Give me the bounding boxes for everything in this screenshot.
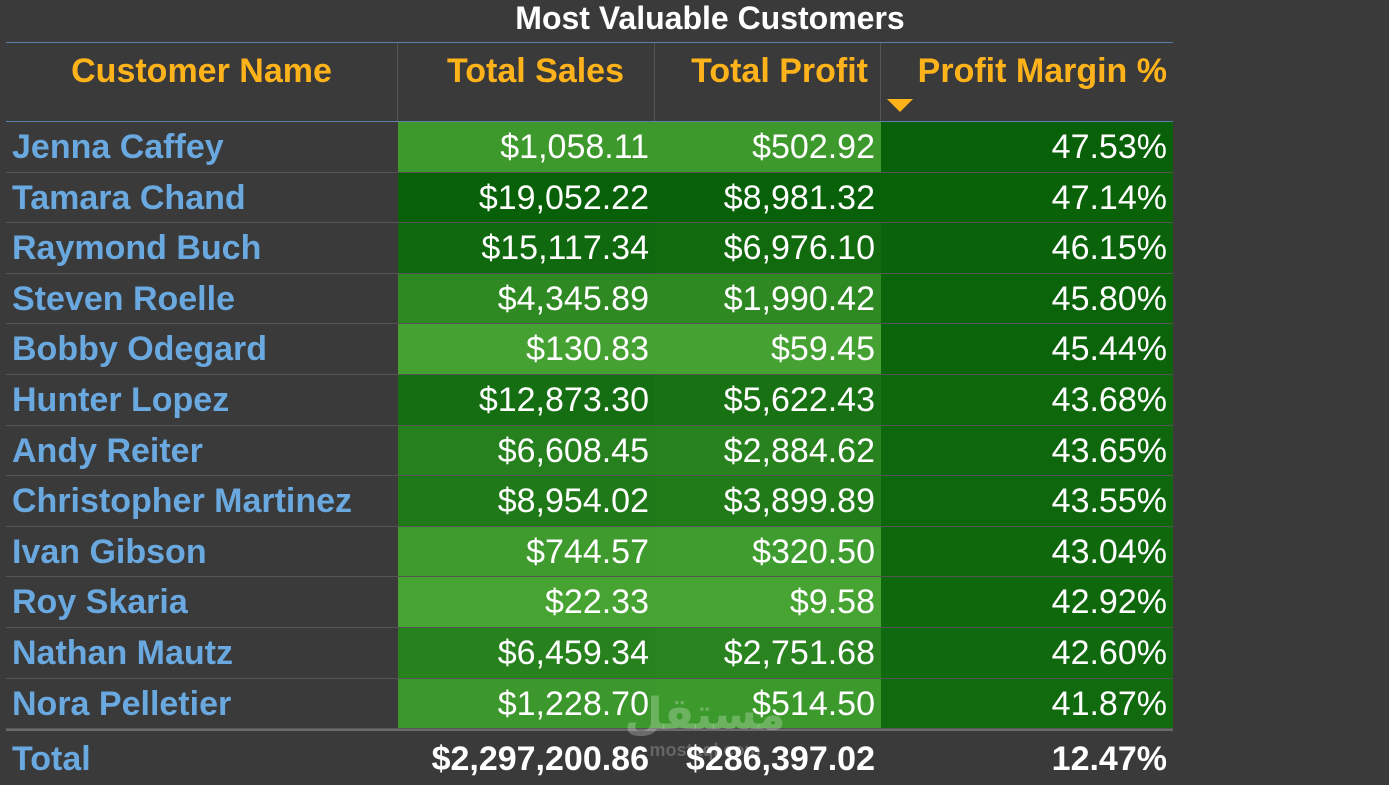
- profit-margin-cell: 46.15%: [881, 223, 1173, 273]
- total-profit-cell: $8,981.32: [655, 172, 881, 223]
- column-header-profit-margin[interactable]: Profit Margin %: [881, 43, 1173, 121]
- column-header-total-profit[interactable]: Total Profit: [655, 43, 881, 121]
- table-header: Customer Name Total Sales Total Profit P…: [6, 42, 1173, 122]
- table-row[interactable]: Andy Reiter $6,608.45 $2,884.62 43.65%: [6, 425, 1173, 477]
- table-row[interactable]: Nathan Mautz $6,459.34 $2,751.68 42.60%: [6, 627, 1173, 679]
- table-body: Jenna Caffey $1,058.11 $502.92 47.53% Tamara…: [6, 122, 1173, 730]
- customers-table: Customer Name Total Sales Total Profit P…: [6, 42, 1173, 785]
- customer-name-cell: Roy Skaria: [12, 583, 188, 622]
- customer-name-cell: Hunter Lopez: [12, 380, 230, 419]
- column-header-total-sales[interactable]: Total Sales: [398, 43, 655, 121]
- customer-name-cell: Christopher Martinez: [12, 482, 353, 521]
- customer-name-cell: Andy Reiter: [12, 431, 203, 470]
- total-profit-cell: $9.58: [655, 577, 881, 627]
- profit-margin-cell: 43.04%: [881, 526, 1173, 577]
- profit-margin-cell: 43.68%: [881, 374, 1173, 425]
- profit-margin-cell: 41.87%: [881, 678, 1173, 729]
- customer-name-cell: Ivan Gibson: [12, 532, 207, 571]
- profit-margin-cell: 43.55%: [881, 476, 1173, 526]
- total-profit-cell: $59.45: [655, 324, 881, 374]
- table-row[interactable]: Steven Roelle $4,345.89 $1,990.42 45.80%: [6, 273, 1173, 325]
- total-sales-cell: $744.57: [398, 526, 655, 577]
- customer-name-cell: Nora Pelletier: [12, 684, 232, 723]
- profit-margin-cell: 47.14%: [881, 172, 1173, 223]
- total-sales-cell: $6,608.45: [398, 425, 655, 476]
- column-header-customer-name[interactable]: Customer Name: [6, 43, 398, 121]
- total-margin: 12.47%: [1051, 740, 1167, 779]
- sort-descending-icon[interactable]: [887, 99, 913, 112]
- total-profit-cell: $320.50: [655, 526, 881, 577]
- total-profit: $286,397.02: [685, 740, 875, 779]
- total-profit-cell: $2,751.68: [655, 627, 881, 678]
- profit-margin-cell: 47.53%: [881, 122, 1173, 172]
- total-profit-cell: $6,976.10: [655, 223, 881, 273]
- total-sales-cell: $1,228.70: [398, 678, 655, 729]
- table-row[interactable]: Jenna Caffey $1,058.11 $502.92 47.53%: [6, 122, 1173, 173]
- profit-margin-cell: 45.44%: [881, 324, 1173, 374]
- table-row[interactable]: Ivan Gibson $744.57 $320.50 43.04%: [6, 526, 1173, 578]
- profit-margin-cell: 45.80%: [881, 273, 1173, 324]
- total-profit-cell: $514.50: [655, 678, 881, 729]
- total-profit-cell: $1,990.42: [655, 273, 881, 324]
- total-sales-cell: $1,058.11: [398, 122, 655, 172]
- total-sales-cell: $15,117.34: [398, 223, 655, 273]
- customer-name-cell: Bobby Odegard: [12, 330, 268, 369]
- table-row[interactable]: Bobby Odegard $130.83 $59.45 45.44%: [6, 324, 1173, 375]
- total-profit-cell: $3,899.89: [655, 476, 881, 526]
- customer-name-cell: Raymond Buch: [12, 229, 262, 268]
- total-sales-cell: $130.83: [398, 324, 655, 374]
- total-sales-cell: $4,345.89: [398, 273, 655, 324]
- customer-name-cell: Nathan Mautz: [12, 633, 233, 672]
- total-profit-cell: $502.92: [655, 122, 881, 172]
- total-sales-cell: $19,052.22: [398, 172, 655, 223]
- total-sales-cell: $8,954.02: [398, 476, 655, 526]
- total-label: Total: [12, 740, 91, 779]
- customer-name-cell: Tamara Chand: [12, 178, 246, 217]
- total-profit-cell: $5,622.43: [655, 374, 881, 425]
- profit-margin-cell: 42.92%: [881, 577, 1173, 627]
- table-row[interactable]: Christopher Martinez $8,954.02 $3,899.89 43…: [6, 476, 1173, 527]
- table-row[interactable]: Hunter Lopez $12,873.30 $5,622.43 43.68%: [6, 374, 1173, 426]
- table-total-row: Total $2,297,200.86 $286,397.02 12.47%: [6, 729, 1173, 785]
- table-row[interactable]: Raymond Buch $15,117.34 $6,976.10 46.15%: [6, 223, 1173, 274]
- total-sales-cell: $6,459.34: [398, 627, 655, 678]
- total-sales-cell: $22.33: [398, 577, 655, 627]
- total-sales: $2,297,200.86: [431, 740, 649, 779]
- visual-title: Most Valuable Customers: [515, 0, 905, 36]
- table-row[interactable]: Tamara Chand $19,052.22 $8,981.32 47.14%: [6, 172, 1173, 224]
- profit-margin-cell: 43.65%: [881, 425, 1173, 476]
- total-sales-cell: $12,873.30: [398, 374, 655, 425]
- customer-name-cell: Steven Roelle: [12, 279, 235, 318]
- table-row[interactable]: Nora Pelletier $1,228.70 $514.50 41.87%: [6, 678, 1173, 730]
- customer-name-cell: Jenna Caffey: [12, 128, 224, 166]
- total-profit-cell: $2,884.62: [655, 425, 881, 476]
- profit-margin-cell: 42.60%: [881, 627, 1173, 678]
- table-row[interactable]: Roy Skaria $22.33 $9.58 42.92%: [6, 577, 1173, 628]
- column-header-profit-margin-label: Profit Margin %: [917, 52, 1167, 90]
